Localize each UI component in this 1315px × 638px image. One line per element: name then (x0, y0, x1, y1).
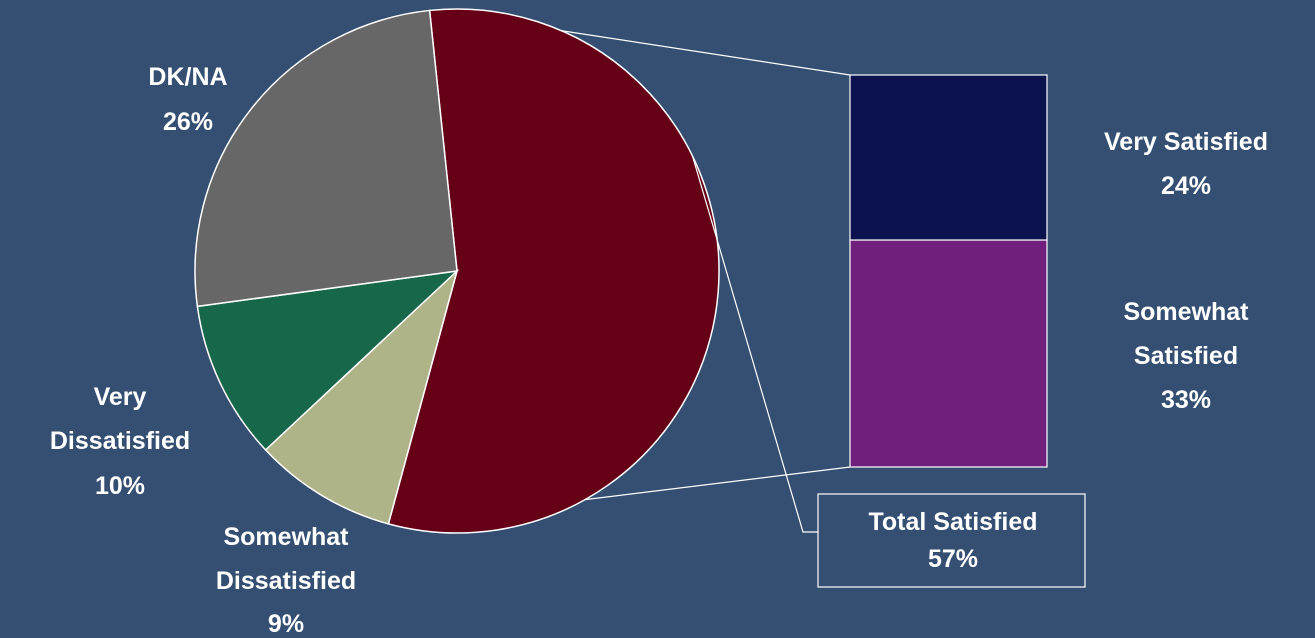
somewhat-satisfied-label-line1: Somewhat (1123, 298, 1249, 326)
somewhat-satisfied-label-line2: Satisfied (1134, 342, 1238, 370)
pie-slice-total-satisfied (387, 8, 720, 534)
pie-slice-very-dissatisfied (196, 269, 460, 451)
dkna-label-line1: DK/NA (148, 63, 227, 91)
pie (194, 8, 720, 534)
labels: Total Satisfied 57% Somewhat Dissatisfie… (50, 63, 1268, 638)
total-satisfied-leader-line (691, 155, 818, 533)
very-dissatisfied-label-line3: 10% (95, 472, 145, 500)
total-satisfied-label-line2: 57% (928, 545, 978, 573)
somewhat-dissatisfied-label-line3: 9% (268, 610, 304, 638)
breakout-bar (849, 74, 1048, 468)
very-satisfied-label-line2: 24% (1161, 172, 1211, 200)
very-satisfied-label-line1: Very Satisfied (1104, 128, 1268, 156)
total-satisfied-label-line1: Total Satisfied (868, 508, 1037, 536)
pie-slice-somewhat-dissatisfied (264, 268, 459, 525)
pie-slice-dk-na (194, 9, 458, 308)
bar-segment-somewhat-satisfied (849, 239, 1048, 468)
total-satisfied-label-box (817, 493, 1086, 588)
somewhat-dissatisfied-label-line1: Somewhat (223, 523, 349, 551)
bar-segment-very-satisfied (849, 74, 1048, 241)
somewhat-dissatisfied-label-line2: Dissatisfied (216, 567, 356, 595)
very-dissatisfied-label-line1: Very (94, 383, 147, 411)
dkna-label-line2: 26% (163, 108, 213, 136)
very-dissatisfied-label-line2: Dissatisfied (50, 427, 190, 455)
somewhat-satisfied-label-line3: 33% (1161, 386, 1211, 414)
